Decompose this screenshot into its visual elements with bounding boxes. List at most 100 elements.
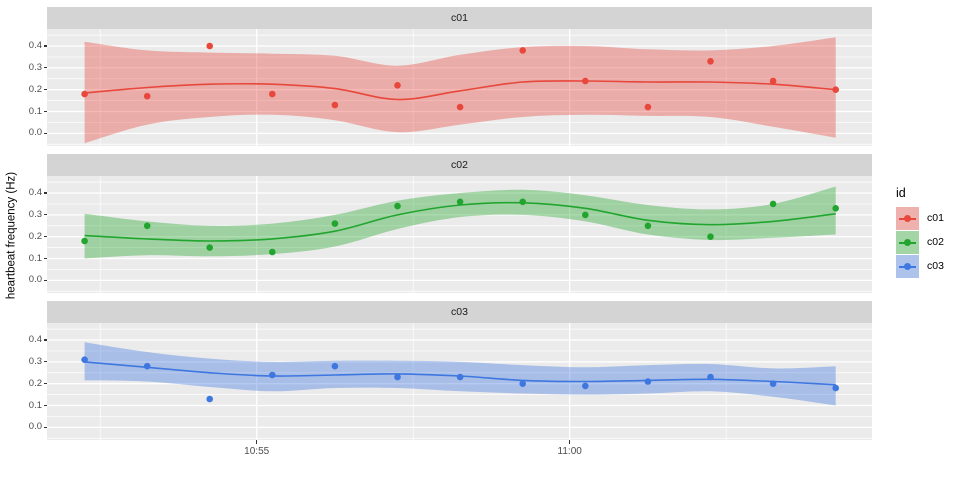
confidence-band [84, 186, 836, 259]
legend-key-icon [896, 207, 919, 230]
data-point [143, 362, 151, 370]
data-point [644, 103, 652, 111]
panel-background [47, 29, 872, 146]
data-point [331, 220, 339, 227]
data-point [832, 205, 839, 212]
data-point [269, 90, 276, 98]
y-tick-mark [43, 214, 47, 216]
legend-key-dot [904, 239, 911, 246]
y-tick-mark [43, 236, 47, 238]
trend-line [84, 80, 836, 101]
y-tick-mark [43, 279, 47, 281]
y-tick-label: 0.4 [28, 40, 42, 51]
facet-strip-label: c02 [451, 159, 468, 171]
data-point [206, 395, 213, 403]
data-point [269, 248, 276, 256]
data-point [456, 198, 464, 206]
data-point [707, 58, 714, 65]
legend-key-dot [904, 263, 911, 270]
legend-entry-label: c01 [927, 212, 944, 224]
y-tick-label: 0.4 [28, 187, 42, 198]
data-point [206, 42, 213, 50]
legend-entry-c01: c01 [896, 207, 944, 231]
data-point [769, 380, 777, 387]
y-tick-mark [43, 404, 47, 407]
data-point [269, 371, 276, 379]
y-tick-mark [43, 192, 47, 194]
y-tick-label: 0.1 [28, 252, 42, 264]
x-tick-mark [256, 440, 258, 444]
data-point [519, 380, 526, 387]
y-tick-label: 0.1 [28, 399, 42, 411]
data-point [394, 82, 401, 89]
data-point [644, 222, 652, 230]
y-tick-mark [43, 257, 47, 260]
facet-strip-c03: c03 [47, 301, 872, 323]
data-point [81, 356, 88, 363]
x-tick-label: 10:55 [244, 446, 270, 457]
y-tick-label: 0.0 [28, 127, 42, 139]
y-tick-mark [43, 89, 47, 91]
data-point [582, 77, 589, 85]
data-point [456, 373, 464, 381]
y-tick-mark [43, 383, 47, 385]
x-tick-mark [569, 440, 571, 444]
data-point [394, 202, 401, 210]
data-point [456, 103, 464, 111]
facet-strip-c02: c02 [47, 154, 872, 176]
facet-strip-label: c01 [451, 12, 468, 24]
facet-strip-c01: c01 [47, 7, 872, 29]
data-point [143, 92, 151, 100]
data-point [331, 362, 339, 370]
data-point [582, 211, 589, 219]
y-tick-mark [43, 45, 47, 47]
y-tick-mark [43, 361, 47, 363]
panel-background [47, 176, 872, 293]
x-tick-label: 11:00 [557, 446, 582, 457]
y-tick-label: 0.1 [28, 105, 42, 117]
data-point [206, 244, 213, 251]
y-tick-mark [43, 426, 47, 428]
panel-background [47, 323, 872, 440]
legend-items: c01 c02 c03 [896, 207, 944, 279]
facet-strip-label: c03 [451, 306, 468, 318]
data-point [832, 86, 839, 93]
data-point [707, 373, 714, 381]
y-tick-label: 0.3 [28, 61, 42, 73]
legend-entry-c03: c03 [896, 255, 944, 279]
legend-key-dot [904, 215, 911, 222]
data-point [81, 237, 88, 245]
y-tick-label: 0.2 [28, 377, 42, 389]
legend-key-icon [896, 255, 919, 278]
legend-entry-label: c03 [927, 260, 944, 272]
y-tick-label: 0.3 [28, 208, 42, 220]
data-point [769, 77, 777, 85]
y-tick-label: 0.2 [28, 83, 42, 95]
data-point [331, 101, 339, 109]
y-tick-mark [43, 67, 47, 69]
y-tick-label: 0.0 [28, 274, 42, 286]
data-point [832, 384, 839, 392]
legend-key-icon [896, 231, 919, 254]
y-tick-mark [43, 110, 47, 113]
y-tick-label: 0.3 [28, 355, 42, 367]
y-tick-mark [43, 132, 47, 134]
facet-panel-c01 [47, 29, 872, 146]
legend-entry-c02: c02 [896, 231, 944, 255]
facet-panel-c02 [47, 176, 872, 293]
y-tick-label: 0.4 [28, 334, 42, 345]
data-point [707, 233, 714, 240]
legend-title: id [896, 186, 906, 200]
legend-entry-label: c02 [927, 236, 944, 248]
data-point [769, 200, 777, 208]
data-point [394, 373, 401, 381]
data-point [143, 222, 151, 230]
y-tick-mark [43, 339, 47, 341]
y-tick-label: 0.0 [28, 421, 42, 433]
data-point [519, 47, 526, 54]
data-point [582, 382, 589, 390]
y-tick-label: 0.2 [28, 230, 42, 242]
data-point [519, 198, 526, 206]
facet-panel-c03 [47, 323, 872, 440]
